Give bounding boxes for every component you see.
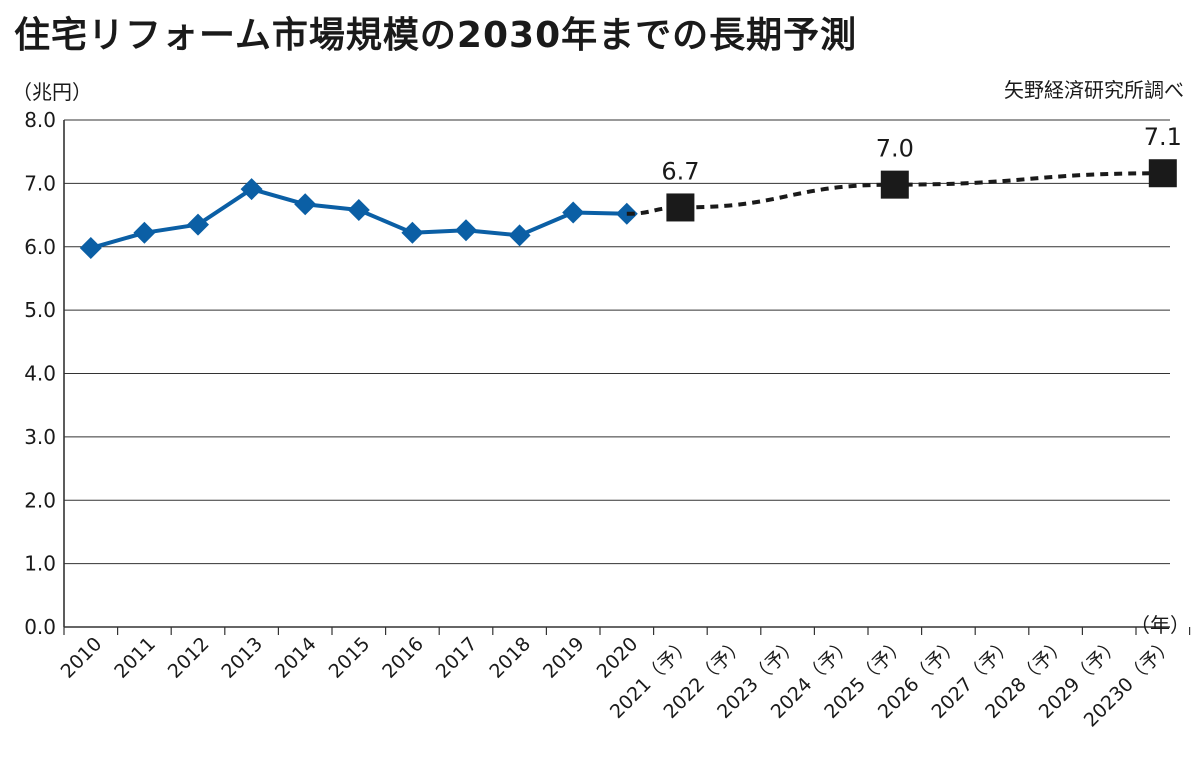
data-point-diamond [401,221,424,244]
data-labels: 6.7 7.0 7.1 [661,123,1182,185]
y-tick-label: 4.0 [24,362,56,386]
data-point-diamond [187,213,209,236]
y-tick-labels: 0.0 1.0 2.0 3.0 4.0 5.0 6.0 7.0 8.0 [24,108,56,639]
x-tick-label: 2019 [539,633,589,683]
x-tick-label: 2014 [271,633,321,683]
data-point-diamond [347,198,370,221]
x-tick-label: 2016 [378,633,428,683]
chart-title: 住宅リフォーム市場規模の2030年までの長期予測 [14,15,858,56]
x-tick-label: 2011 [110,633,160,683]
data-point-diamond [133,221,156,244]
data-point-diamond [294,193,317,216]
x-tick-label: 2015 [325,633,375,683]
data-label: 7.0 [876,135,914,163]
x-tick-label: 2018 [485,633,535,683]
data-point-square [880,170,909,199]
y-tick-label: 2.0 [24,488,56,512]
x-tick-label: 2010 [57,633,107,683]
x-tick-label: 2013 [217,633,267,683]
data-point-diamond [508,224,531,247]
series [79,159,1177,260]
y-tick-label: 3.0 [24,425,56,449]
data-point-square [1148,159,1177,188]
data-point-diamond [562,201,585,224]
grid-lines [64,119,1170,628]
data-point-square [666,193,695,222]
x-axis-unit: （年） [1130,613,1190,637]
y-axis-unit: （兆円） [12,80,92,104]
y-tick-label: 8.0 [24,108,56,132]
x-tick-label: 2020 [593,633,643,683]
y-tick-label: 6.0 [24,235,56,259]
data-label: 6.7 [661,157,699,185]
x-tick-labels: 2010 2011 2012 2013 2014 2015 2016 2017 2018 2019… [57,633,1179,732]
y-tick-label: 0.0 [24,615,56,639]
y-tick-label: 5.0 [24,298,56,322]
data-point-diamond [240,178,263,201]
data-point-diamond [79,237,102,260]
data-label: 7.1 [1144,123,1182,151]
source-note: 矢野経済研究所調べ [1004,78,1184,102]
x-tick-label: 2012 [164,633,214,683]
axes [63,120,1191,635]
y-tick-label: 7.0 [24,171,56,195]
x-tick-label: 2017 [432,633,482,683]
data-point-diamond [455,219,477,242]
y-tick-label: 1.0 [24,552,56,576]
